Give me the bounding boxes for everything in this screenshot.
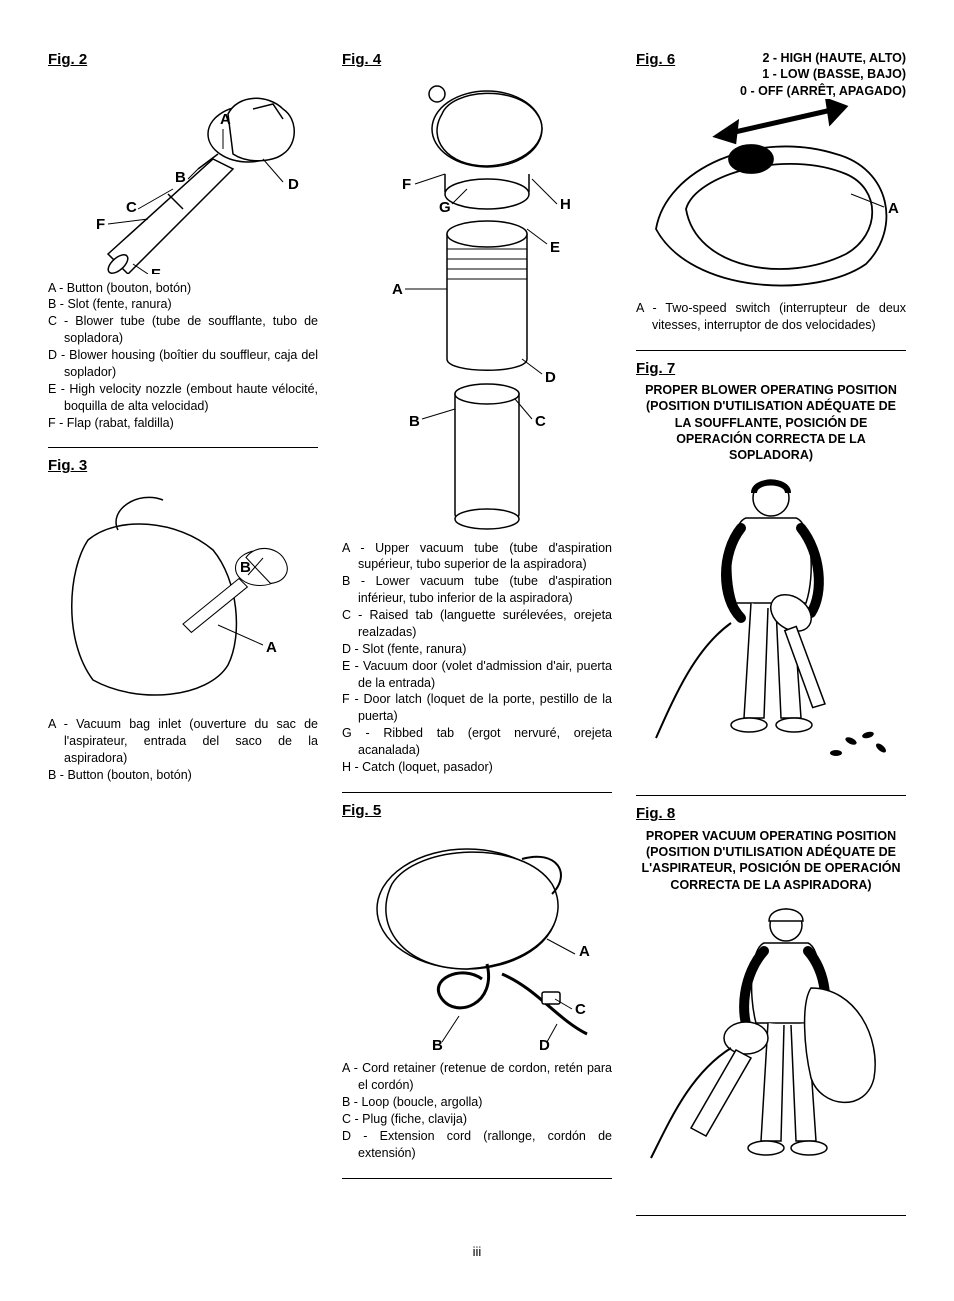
fig6-title: Fig. 6	[636, 50, 675, 70]
fig4-legend-item: B - Lower vacuum tube (tube d'aspiration…	[342, 573, 612, 607]
fig6-block: Fig. 6 2 - HIGH (HAUTE, ALTO) 1 - LOW (B…	[636, 50, 906, 334]
page-number: iii	[48, 1244, 906, 1261]
divider	[636, 350, 906, 351]
column-3: Fig. 6 2 - HIGH (HAUTE, ALTO) 1 - LOW (B…	[636, 50, 906, 1224]
fig4-legend: A - Upper vacuum tube (tube d'aspiration…	[342, 540, 612, 776]
fig4-label-E: E	[550, 239, 560, 256]
fig4-legend-item: F - Door latch (loquet de la porte, pest…	[342, 691, 612, 725]
fig2-label-D: D	[288, 176, 299, 193]
fig5-legend: A - Cord retainer (retenue de cordon, re…	[342, 1060, 612, 1161]
fig4-legend-item: C - Raised tab (languette surélevées, or…	[342, 607, 612, 641]
fig6-switch-text: 2 - HIGH (HAUTE, ALTO) 1 - LOW (BASSE, B…	[687, 50, 906, 99]
divider	[48, 447, 318, 448]
column-1: Fig. 2	[48, 50, 318, 1224]
fig4-label-A: A	[392, 281, 403, 298]
fig2-diagram: A B C D E F	[48, 74, 318, 274]
fig4-legend-item: H - Catch (loquet, pasador)	[342, 759, 612, 776]
fig8-title: Fig. 8	[636, 804, 906, 824]
fig8-block: Fig. 8 PROPER VACUUM OPERATING POSITION …	[636, 804, 906, 1199]
fig2-label-F: F	[96, 216, 105, 233]
fig7-title: Fig. 7	[636, 359, 906, 379]
fig3-block: Fig. 3	[48, 456, 318, 783]
fig6-legend-item: A - Two-speed switch (interrupteur de de…	[636, 300, 906, 334]
fig4-label-H: H	[560, 196, 571, 213]
fig5-legend-item: D - Extension cord (rallonge, cordón de …	[342, 1128, 612, 1162]
fig3-label-B: B	[240, 559, 251, 576]
fig3-label-A: A	[266, 639, 277, 656]
fig7-block: Fig. 7 PROPER BLOWER OPERATING POSITION …	[636, 359, 906, 780]
fig5-label-D: D	[539, 1037, 550, 1054]
fig4-label-D: D	[545, 369, 556, 386]
fig6-diagram: A	[636, 99, 906, 294]
fig6-switch-line: 2 - HIGH (HAUTE, ALTO)	[687, 50, 906, 66]
fig6-legend: A - Two-speed switch (interrupteur de de…	[636, 300, 906, 334]
fig2-label-E: E	[151, 266, 161, 274]
fig4-title: Fig. 4	[342, 50, 612, 70]
fig5-legend-item: A - Cord retainer (retenue de cordon, re…	[342, 1060, 612, 1094]
fig8-diagram	[636, 893, 906, 1193]
fig4-block: Fig. 4	[342, 50, 612, 776]
fig3-legend-item: A - Vacuum bag inlet (ouverture du sac d…	[48, 716, 318, 767]
fig2-label-B: B	[175, 169, 186, 186]
fig5-label-A: A	[579, 943, 590, 960]
fig2-label-A: A	[220, 111, 231, 128]
fig4-legend-item: G - Ribbed tab (ergot nervuré, orejeta a…	[342, 725, 612, 759]
divider	[342, 792, 612, 793]
divider	[636, 1215, 906, 1216]
fig5-label-C: C	[575, 1001, 586, 1018]
fig7-diagram	[636, 463, 906, 773]
fig3-diagram: A B	[48, 480, 318, 710]
fig2-title: Fig. 2	[48, 50, 318, 70]
fig4-label-G: G	[439, 199, 451, 216]
fig7-caption: PROPER BLOWER OPERATING POSITION (POSITI…	[636, 382, 906, 463]
fig5-legend-item: B - Loop (boucle, argolla)	[342, 1094, 612, 1111]
divider	[636, 795, 906, 796]
fig8-caption: PROPER VACUUM OPERATING POSITION (POSITI…	[636, 828, 906, 893]
fig3-legend: A - Vacuum bag inlet (ouverture du sac d…	[48, 716, 318, 784]
fig2-legend: A - Button (bouton, botón) B - Slot (fen…	[48, 280, 318, 432]
fig2-legend-item: E - High velocity nozzle (embout haute v…	[48, 381, 318, 415]
fig2-legend-item: F - Flap (rabat, faldilla)	[48, 415, 318, 432]
fig2-legend-item: A - Button (bouton, botón)	[48, 280, 318, 297]
fig4-legend-item: D - Slot (fente, ranura)	[342, 641, 612, 658]
fig2-legend-item: B - Slot (fente, ranura)	[48, 296, 318, 313]
page-columns: Fig. 2	[48, 50, 906, 1224]
fig4-legend-item: A - Upper vacuum tube (tube d'aspiration…	[342, 540, 612, 574]
column-2: Fig. 4	[342, 50, 612, 1224]
fig4-diagram: F G H E A D B C	[342, 74, 612, 534]
fig6-switch-line: 0 - OFF (ARRÊT, APAGADO)	[687, 83, 906, 99]
fig6-switch-line: 1 - LOW (BASSE, BAJO)	[687, 66, 906, 82]
fig5-block: Fig. 5	[342, 801, 612, 1162]
fig4-label-C: C	[535, 413, 546, 430]
fig6-label-A: A	[888, 200, 899, 217]
fig4-label-F: F	[402, 176, 411, 193]
fig5-diagram: A B C D	[342, 824, 612, 1054]
fig3-title: Fig. 3	[48, 456, 318, 476]
fig2-label-C: C	[126, 199, 137, 216]
divider	[342, 1178, 612, 1179]
fig4-legend-item: E - Vacuum door (volet d'admission d'air…	[342, 658, 612, 692]
fig2-legend-item: D - Blower housing (boîtier du souffleur…	[48, 347, 318, 381]
fig5-label-B: B	[432, 1037, 443, 1054]
fig3-legend-item: B - Button (bouton, botón)	[48, 767, 318, 784]
fig5-title: Fig. 5	[342, 801, 612, 821]
fig4-label-B: B	[409, 413, 420, 430]
fig5-legend-item: C - Plug (fiche, clavija)	[342, 1111, 612, 1128]
fig2-block: Fig. 2	[48, 50, 318, 431]
fig2-legend-item: C - Blower tube (tube de soufflante, tub…	[48, 313, 318, 347]
